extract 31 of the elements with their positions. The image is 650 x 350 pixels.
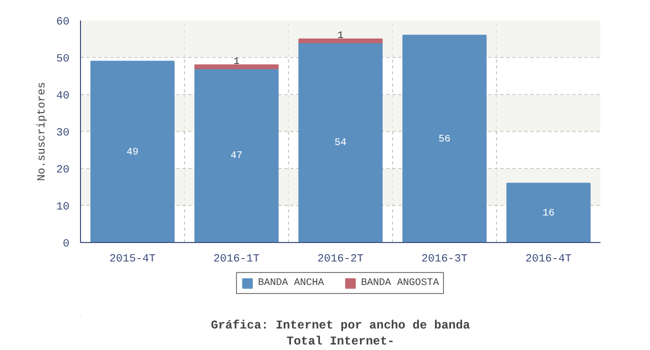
data-label: 49 [126, 147, 139, 158]
legend-label: BANDA ANCHA [258, 277, 324, 289]
data-label: 1 [234, 56, 240, 68]
y-tick-label: 60 [56, 16, 70, 28]
bar [194, 68, 279, 242]
y-tick-label: 20 [56, 164, 70, 176]
y-axis-title: No.suscriptores [36, 82, 48, 182]
legend-label: BANDA ANGOSTA [361, 277, 440, 289]
y-tick-label: 0 [62, 238, 70, 250]
y-tick-label: 50 [56, 54, 70, 66]
x-tick-label: 2015-4T [109, 254, 156, 266]
data-label: 54 [334, 138, 347, 150]
data-label: 16 [542, 208, 555, 220]
text: Gráfica: Internet por ancho de banda [210, 318, 470, 332]
bar [90, 60, 175, 242]
bar [506, 182, 591, 242]
data-label: 1 [338, 31, 344, 42]
data-label: 56 [438, 134, 451, 146]
y-tick-label: 40 [56, 90, 70, 102]
x-tick-label: 2016-4T [525, 254, 572, 266]
x-tick-label: 2016-2T [317, 254, 364, 266]
text: Total Internet- [286, 334, 395, 348]
bar [298, 42, 383, 242]
bar [194, 64, 279, 70]
x-tick-label: 2016-3T [421, 254, 468, 266]
y-tick-label: 30 [56, 128, 70, 140]
data-label: 47 [230, 151, 243, 162]
x-tick-label: 2016-1T [213, 254, 260, 266]
bar [402, 34, 487, 242]
y-tick-label: 10 [56, 202, 70, 214]
bar [298, 38, 383, 44]
